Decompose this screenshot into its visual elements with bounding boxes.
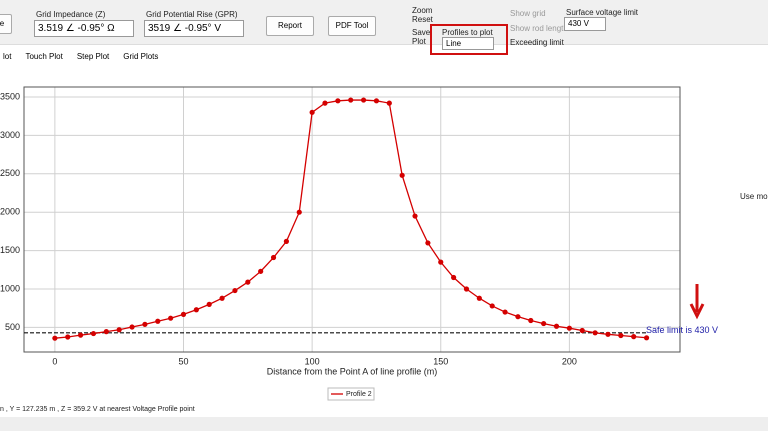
- point: [129, 324, 135, 330]
- point: [283, 238, 289, 244]
- y-tick-label: 1500: [0, 245, 20, 255]
- point: [579, 327, 585, 334]
- point: [90, 330, 97, 337]
- tab[interactable]: lot: [0, 50, 15, 64]
- x-tick-label: 50: [178, 356, 188, 366]
- point: [142, 321, 148, 327]
- point: [463, 286, 470, 292]
- button[interactable]: Zoom Reset: [412, 6, 433, 24]
- field: 3.519 ∠ -0.95° Ω: [34, 20, 134, 37]
- tab[interactable]: Grid Plots: [123, 52, 159, 61]
- checkbox[interactable]: Show rod length: [510, 24, 568, 33]
- y-tick-label: 2500: [0, 168, 20, 178]
- point: [116, 327, 122, 333]
- limit-label: Safe limit is 430 V: [646, 325, 718, 335]
- label: Profiles to plot: [442, 28, 493, 37]
- point: [502, 309, 508, 315]
- point: [52, 335, 58, 341]
- legend-box: [327, 387, 375, 401]
- x-axis-label: Distance from the Point A of line profil…: [267, 366, 438, 376]
- point: [232, 287, 238, 294]
- point: [373, 98, 380, 104]
- line: [54, 99, 647, 339]
- checkbox[interactable]: Show grid: [510, 9, 546, 18]
- hint: Use mou: [740, 192, 768, 201]
- label: Grid Impedance (Z): [36, 10, 106, 19]
- point: [425, 240, 431, 246]
- x-tick-label: 100: [305, 356, 320, 366]
- x-tick-label: 0: [52, 356, 57, 366]
- point: [206, 301, 212, 307]
- y-tick-label: 2000: [0, 207, 20, 217]
- y-tick-label: 500: [5, 322, 20, 332]
- point: [528, 317, 534, 324]
- plot-frame: [23, 86, 681, 353]
- point: [438, 259, 444, 265]
- point: [193, 307, 199, 313]
- point: [65, 334, 71, 340]
- legend-label: Profile 2: [346, 391, 372, 398]
- point: [605, 331, 611, 337]
- point: [476, 295, 482, 301]
- label: Grid Potential Rise (GPR): [146, 10, 238, 19]
- point: [296, 209, 302, 215]
- tab-bar: lot Touch Plot Step Plot Grid Plots: [0, 50, 161, 64]
- tab[interactable]: Touch Plot: [25, 52, 63, 61]
- point: [592, 330, 598, 336]
- point: [258, 268, 264, 274]
- point: [270, 254, 277, 261]
- point: [245, 279, 251, 285]
- point: [643, 335, 650, 341]
- y-tick-label: 3000: [0, 130, 20, 140]
- button[interactable]: Save Plot: [412, 28, 431, 46]
- point: [399, 172, 405, 178]
- status-text: n , Y = 127.235 m , Z = 359.2 V at neare…: [0, 406, 195, 413]
- checkbox[interactable]: Exceeding limit: [510, 38, 564, 47]
- point: [386, 100, 392, 106]
- point: [489, 303, 495, 309]
- point: [541, 320, 547, 327]
- point: [553, 323, 560, 329]
- arrow: [689, 284, 705, 320]
- tab[interactable]: Step Plot: [76, 52, 110, 61]
- point: [77, 332, 84, 338]
- point: [412, 213, 418, 219]
- y-tick-label: 3500: [0, 91, 20, 101]
- point: [618, 332, 624, 339]
- toolbar: e Grid Impedance (Z) 3.519 ∠ -0.95° Ω Gr…: [0, 0, 768, 55]
- point: [322, 100, 328, 106]
- status-bar: [0, 417, 768, 431]
- point: [566, 325, 572, 331]
- button[interactable]: Report: [266, 16, 314, 36]
- button[interactable]: e: [0, 14, 12, 34]
- x-tick-label: 150: [433, 356, 448, 366]
- point: [180, 311, 187, 317]
- point: [348, 97, 354, 103]
- point: [451, 274, 457, 281]
- point: [631, 334, 637, 340]
- point: [155, 318, 161, 324]
- field[interactable]: 430 V: [564, 17, 606, 31]
- point: [103, 329, 109, 335]
- button[interactable]: PDF Tool: [328, 16, 376, 36]
- x-tick-label: 200: [562, 356, 577, 366]
- point: [335, 98, 341, 104]
- select[interactable]: Line: [442, 37, 494, 50]
- y-tick-label: 1000: [0, 283, 20, 293]
- point: [309, 109, 315, 115]
- point: [515, 314, 521, 320]
- highlight: [430, 24, 508, 55]
- point: [360, 97, 367, 103]
- field: 3519 ∠ -0.95° V: [144, 20, 244, 37]
- label: Surface voltage limit: [566, 8, 639, 17]
- point: [168, 315, 174, 321]
- point: [219, 295, 225, 301]
